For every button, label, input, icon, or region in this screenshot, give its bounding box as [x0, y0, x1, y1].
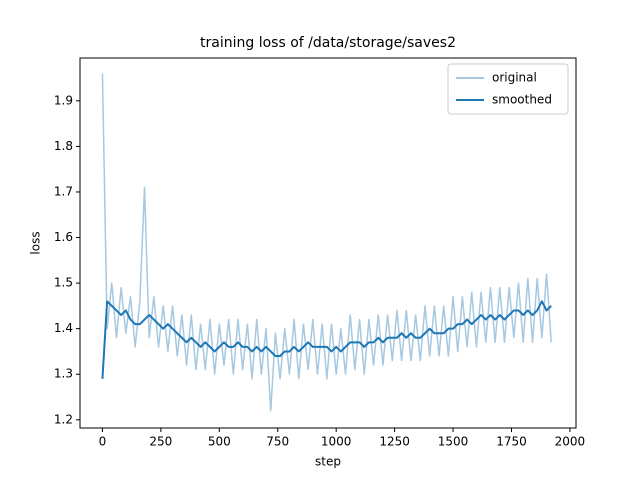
- y-tick-label: 1.6: [54, 230, 73, 244]
- x-tick-label: 2000: [555, 435, 586, 449]
- legend-label: original: [492, 71, 537, 85]
- x-tick-label: 500: [208, 435, 231, 449]
- y-tick-label: 1.5: [54, 276, 73, 290]
- y-tick-label: 1.2: [54, 412, 73, 426]
- x-tick-label: 0: [99, 435, 107, 449]
- series-line: [101, 300, 552, 379]
- y-tick-label: 1.3: [54, 367, 73, 381]
- series-line: [101, 73, 552, 412]
- x-tick-label: 750: [266, 435, 289, 449]
- y-tick-label: 1.9: [54, 93, 73, 107]
- x-tick-label: 250: [149, 435, 172, 449]
- chart-title: training loss of /data/storage/saves2: [200, 35, 456, 51]
- x-tick-label: 1250: [379, 435, 410, 449]
- x-tick-label: 1750: [496, 435, 527, 449]
- y-tick-label: 1.8: [54, 139, 73, 153]
- x-axis-label: step: [315, 455, 341, 469]
- y-tick-label: 1.4: [54, 321, 73, 335]
- y-axis-label: loss: [29, 231, 43, 254]
- y-tick-label: 1.7: [54, 184, 73, 198]
- legend-label: smoothed: [492, 93, 552, 107]
- x-tick-label: 1500: [438, 435, 469, 449]
- legend-box: [447, 63, 569, 115]
- plot-frame: [79, 57, 577, 429]
- x-tick-label: 1000: [321, 435, 352, 449]
